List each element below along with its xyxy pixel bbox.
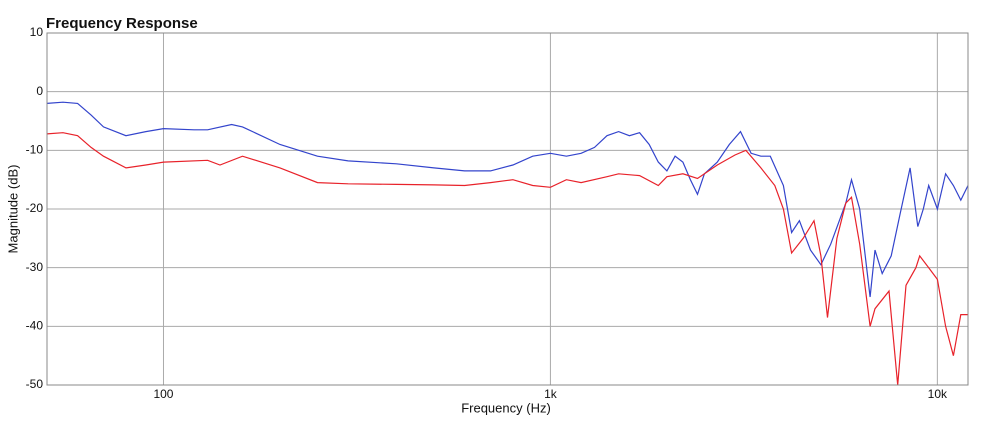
y-tick-label: -50 [26, 377, 44, 391]
series-line [46, 101, 969, 298]
y-axis-label: Magnitude (dB) [5, 165, 20, 254]
x-axis-label: Frequency (Hz) [461, 400, 551, 415]
x-tick-label: 10k [928, 387, 948, 401]
x-tick-label: 1k [544, 387, 558, 401]
y-tick-label: -20 [26, 201, 44, 215]
series-line [46, 132, 968, 386]
y-tick-label: -40 [26, 319, 44, 333]
y-tick-label: 10 [30, 25, 44, 39]
chart-title: Frequency Response [46, 15, 198, 32]
plot-frame [46, 32, 969, 386]
y-tick-label: -10 [26, 143, 44, 157]
lines [46, 101, 969, 386]
y-tick-label: 0 [36, 84, 43, 98]
y-tick-label: -30 [26, 260, 44, 274]
x-tick-label: 100 [153, 387, 173, 401]
